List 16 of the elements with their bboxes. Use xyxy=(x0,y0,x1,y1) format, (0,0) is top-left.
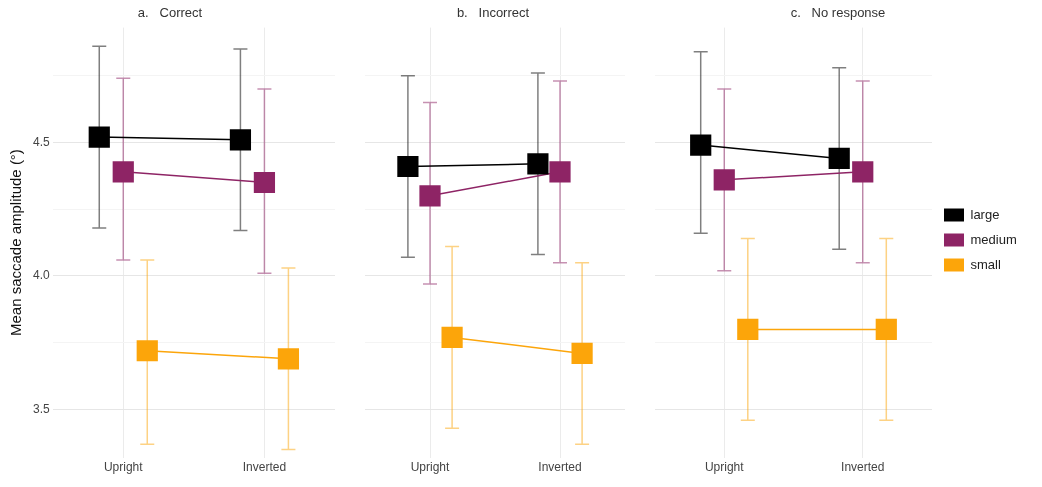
x-tick-label: Upright xyxy=(704,460,745,475)
x-tick-label: Inverted xyxy=(538,460,582,475)
y-axis-title: Mean saccade amplitude (°) xyxy=(7,149,25,337)
x-tick-label: Inverted xyxy=(841,460,885,475)
chart-title: b. Incorrect xyxy=(456,5,530,21)
x-tick-label: Upright xyxy=(103,460,144,475)
legend-label: large xyxy=(970,206,1000,222)
x-tick-label: Upright xyxy=(410,460,451,475)
x-tick-label: Inverted xyxy=(242,460,287,475)
chart-title: a. Correct xyxy=(137,5,203,21)
legend-label: medium xyxy=(970,231,1017,247)
legend-label: small xyxy=(970,256,1001,272)
y-tick-label: 4.5 xyxy=(32,134,50,149)
y-tick-label: 4.0 xyxy=(32,268,50,283)
chart-title: c. No response xyxy=(790,5,886,21)
y-tick-label: 3.5 xyxy=(32,401,50,416)
